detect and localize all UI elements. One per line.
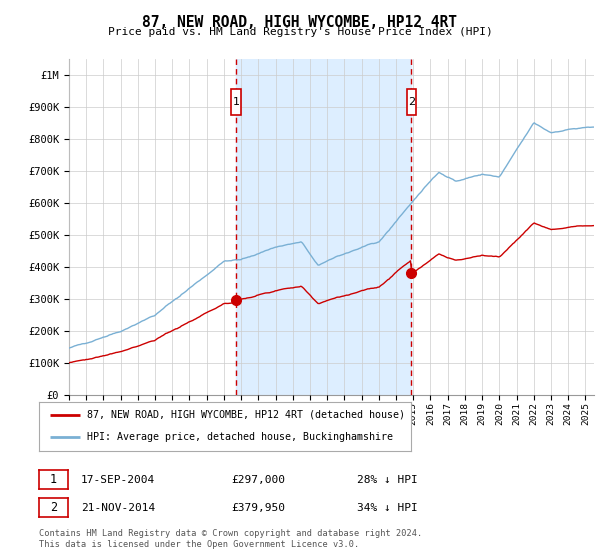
FancyBboxPatch shape xyxy=(232,88,241,115)
Text: £379,950: £379,950 xyxy=(231,503,285,513)
Text: HPI: Average price, detached house, Buckinghamshire: HPI: Average price, detached house, Buck… xyxy=(88,432,394,442)
Text: 17-SEP-2004: 17-SEP-2004 xyxy=(81,475,155,485)
Text: 1: 1 xyxy=(233,97,240,107)
Bar xyxy=(236,59,412,395)
Text: 2: 2 xyxy=(50,501,57,515)
Text: Price paid vs. HM Land Registry's House Price Index (HPI): Price paid vs. HM Land Registry's House … xyxy=(107,27,493,37)
FancyBboxPatch shape xyxy=(407,88,416,115)
Text: 87, NEW ROAD, HIGH WYCOMBE, HP12 4RT: 87, NEW ROAD, HIGH WYCOMBE, HP12 4RT xyxy=(143,15,458,30)
Text: 28% ↓ HPI: 28% ↓ HPI xyxy=(357,475,418,485)
Text: 34% ↓ HPI: 34% ↓ HPI xyxy=(357,503,418,513)
Text: £297,000: £297,000 xyxy=(231,475,285,485)
Text: 87, NEW ROAD, HIGH WYCOMBE, HP12 4RT (detached house): 87, NEW ROAD, HIGH WYCOMBE, HP12 4RT (de… xyxy=(88,410,406,420)
Text: 21-NOV-2014: 21-NOV-2014 xyxy=(81,503,155,513)
Text: 1: 1 xyxy=(50,473,57,487)
Text: Contains HM Land Registry data © Crown copyright and database right 2024.
This d: Contains HM Land Registry data © Crown c… xyxy=(39,529,422,549)
Text: 2: 2 xyxy=(408,97,415,107)
